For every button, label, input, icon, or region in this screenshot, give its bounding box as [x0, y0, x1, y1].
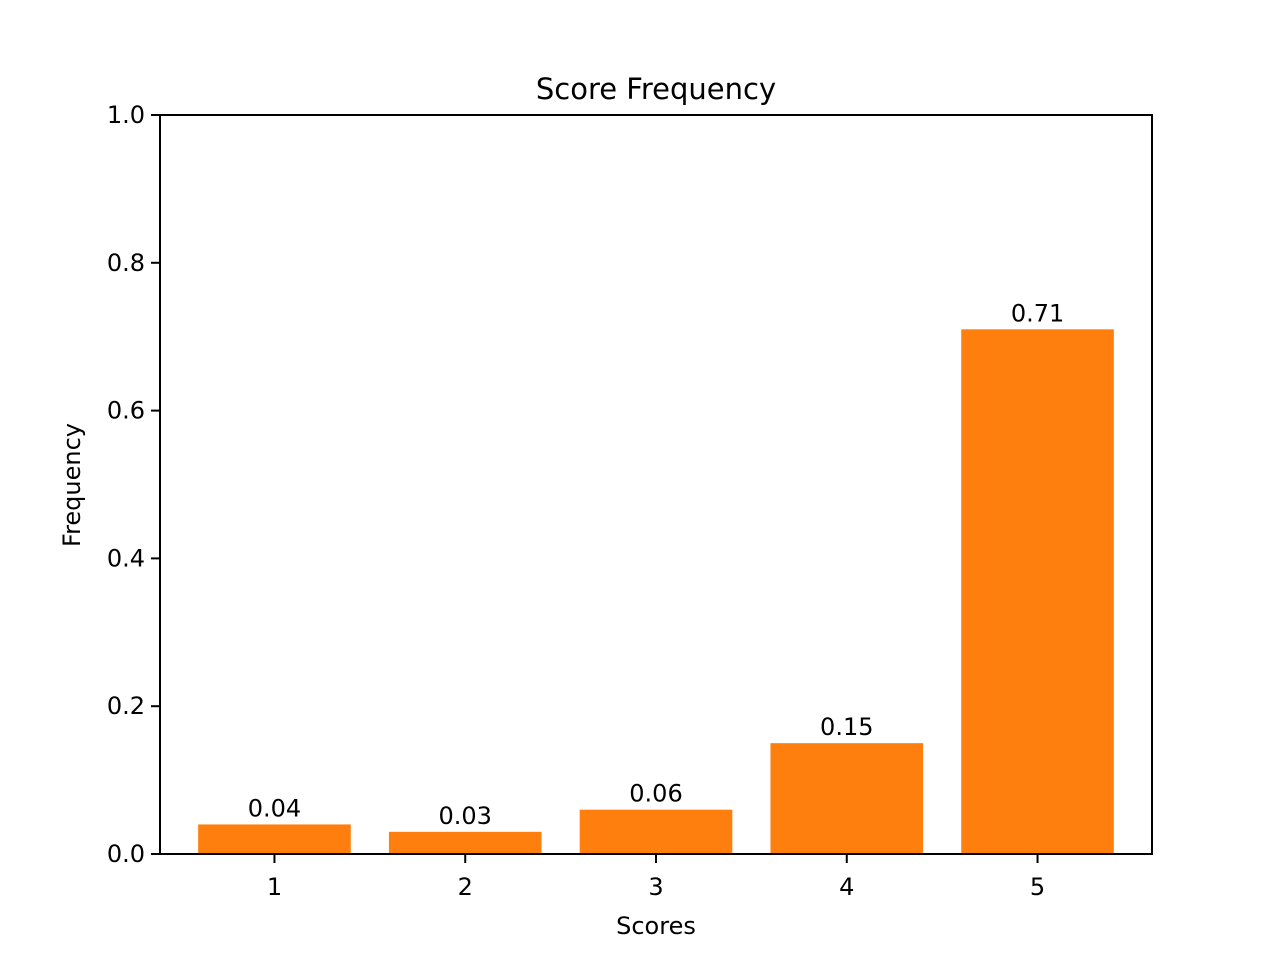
x-axis: 1 2 3 4 5 [267, 854, 1045, 901]
y-tick-label-1.0: 1.0 [107, 101, 145, 129]
x-tick-label-3: 3 [648, 873, 663, 901]
bar-value-label-5: 0.71 [1011, 299, 1064, 327]
bar-4 [770, 743, 924, 854]
bar-value-label-2: 0.03 [439, 802, 492, 830]
y-tick-label-0.8: 0.8 [107, 249, 145, 277]
x-tick-label-4: 4 [839, 873, 854, 901]
bar-5 [961, 329, 1114, 854]
y-tick-label-0.0: 0.0 [107, 840, 145, 868]
bar-3 [579, 809, 733, 854]
y-axis-label: Frequency [58, 423, 86, 547]
bar-2 [388, 831, 542, 854]
bar-labels-group: 0.04 0.03 0.06 0.15 0.71 [248, 299, 1065, 830]
y-tick-label-0.2: 0.2 [107, 692, 145, 720]
x-tick-label-1: 1 [267, 873, 282, 901]
bar-1 [198, 824, 351, 854]
bar-value-label-4: 0.15 [820, 713, 873, 741]
x-tick-label-5: 5 [1030, 873, 1045, 901]
y-axis: 0.0 0.2 0.4 0.6 0.8 1.0 [107, 101, 160, 868]
chart-title: Score Frequency [536, 72, 776, 106]
x-tick-label-2: 2 [458, 873, 473, 901]
bar-value-label-3: 0.06 [629, 780, 682, 808]
y-tick-label-0.4: 0.4 [107, 544, 145, 572]
bar-value-label-1: 0.04 [248, 794, 301, 822]
x-axis-label: Scores [616, 912, 696, 940]
bars-group [198, 329, 1114, 854]
y-tick-label-0.6: 0.6 [107, 397, 145, 425]
